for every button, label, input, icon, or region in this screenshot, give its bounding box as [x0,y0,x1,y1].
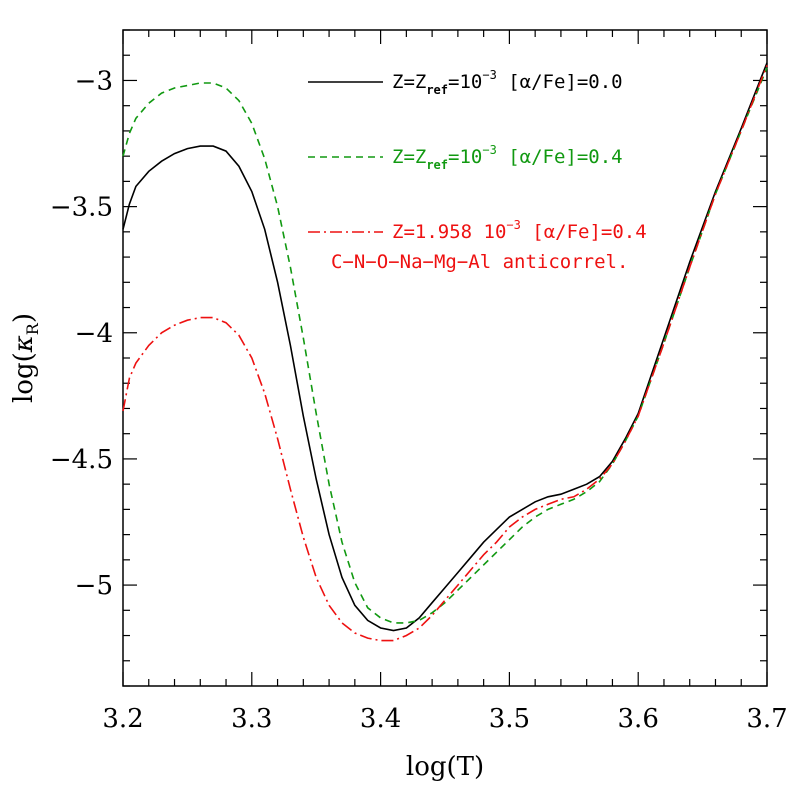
y-tick-label: −4.5 [50,445,113,475]
legend-label-1: Z=Zref=10−3 [α/Fe]=0.0 [392,68,623,97]
series-line-3 [122,65,768,642]
series-lines [122,62,768,642]
series-line-1 [122,62,768,632]
y-tick-label: −5 [75,571,113,601]
legend-label-2: Z=Zref=10−3 [α/Fe]=0.4 [392,143,623,172]
y-axis-title-symbol: κ [9,335,39,353]
legend-label-3-line2: C−N−O−Na−Mg−Al anticorrel. [331,251,628,273]
legend-label-3: Z=1.958 10−3 [α/Fe]=0.4 [392,218,647,243]
x-tick-label: 3.7 [746,704,787,734]
series-line-2 [122,67,768,624]
axis-ticks [122,29,768,687]
y-tick-label: −3 [75,66,113,96]
x-tick-label: 3.6 [618,704,659,734]
y-axis-title-suffix: ) [9,313,39,323]
svg-text:log(κR): log(κR) [9,313,42,403]
y-axis-title: log(κR) [9,313,42,403]
x-tick-label: 3.3 [231,704,272,734]
y-axis-title-prefix: log( [9,352,39,403]
y-tick-label: −4 [75,319,113,349]
x-axis-title: log(T) [406,752,484,782]
x-tick-label: 3.5 [489,704,530,734]
x-tick-label: 3.4 [360,704,401,734]
x-tick-label: 3.2 [102,704,143,734]
tick-labels: 3.2 3.3 3.4 3.5 3.6 3.7 −3 −3.5 −4 −4.5 −5 [50,66,788,734]
y-axis-title-subscript: R [23,322,42,335]
y-tick-label: −3.5 [50,193,113,223]
legend: Z=Zref=10−3 [α/Fe]=0.0 Z=Zref=10−3 [α/Fe]… [308,68,647,273]
